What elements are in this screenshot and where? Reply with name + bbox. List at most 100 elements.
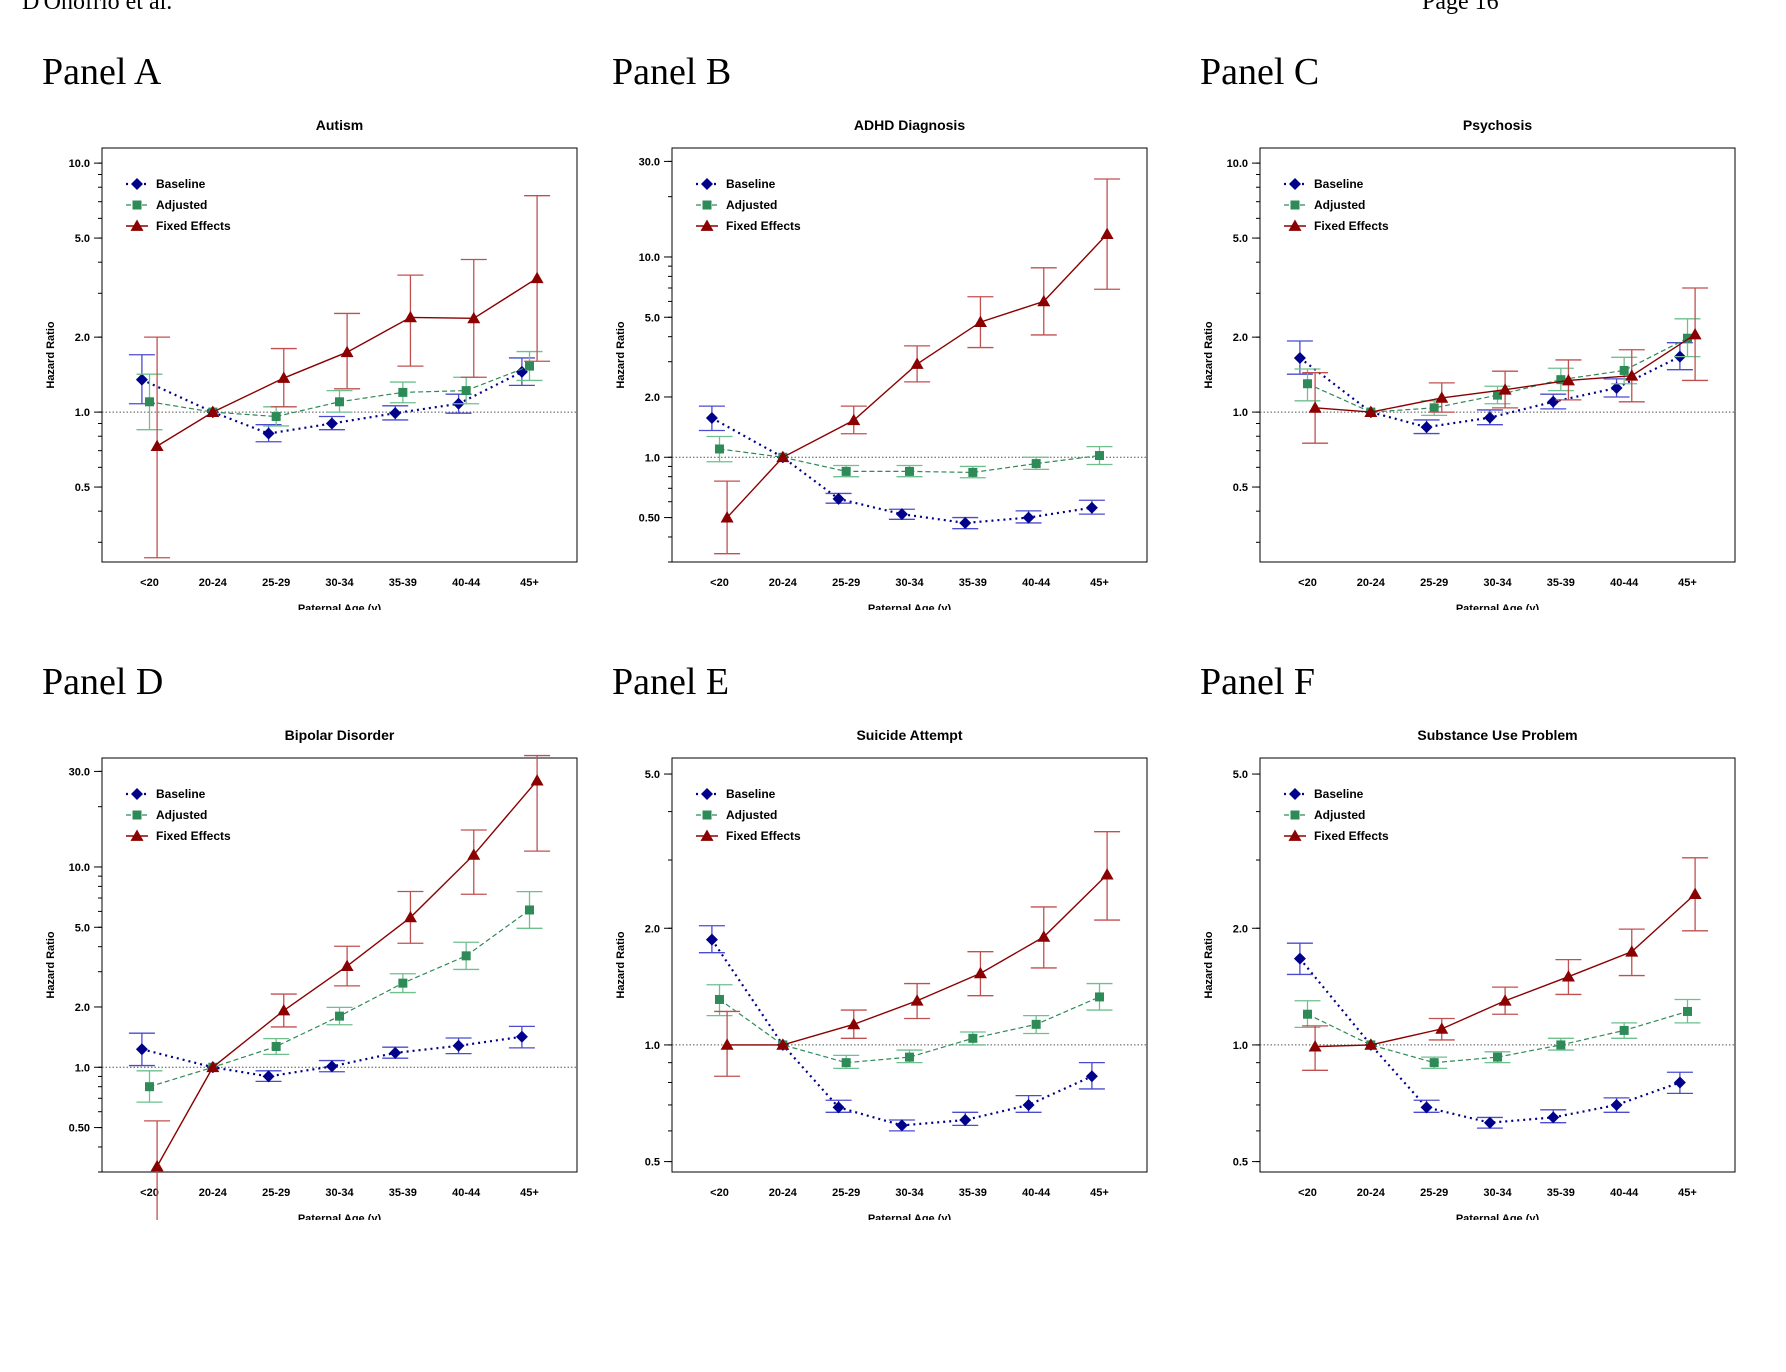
legend-fixed-effects-marker <box>700 219 714 231</box>
x-axis-label: Paternal Age (y) <box>868 603 952 610</box>
x-tick-label: <20 <box>1298 577 1317 589</box>
x-axis-label: Paternal Age (y) <box>298 1213 382 1220</box>
x-tick-label: 35-39 <box>959 1187 987 1199</box>
fixed-effects-point <box>403 310 417 323</box>
baseline-point <box>1673 1076 1686 1089</box>
legend: Baseline Adjusted Fixed Effects <box>1284 787 1389 843</box>
chart-title: ADHD Diagnosis <box>854 117 965 133</box>
adjusted-point <box>461 386 471 396</box>
legend-adjusted-marker <box>702 200 712 210</box>
fixed-effects-point <box>530 774 544 786</box>
legend-adjusted-label: Adjusted <box>1314 198 1365 212</box>
series-adjusted <box>1294 998 1701 1070</box>
adjusted-point <box>715 444 724 454</box>
legend-fixed-effects-label: Fixed Effects <box>726 219 801 233</box>
adjusted-point <box>1683 1006 1692 1016</box>
adjusted-point <box>968 467 978 477</box>
fixed-effects-point <box>776 1038 790 1050</box>
series-fixed-effects <box>1302 287 1709 444</box>
x-tick-label: 20-24 <box>199 1187 228 1199</box>
x-tick-label: 25-29 <box>832 1187 860 1199</box>
x-tick-label: <20 <box>140 577 159 589</box>
adjusted-point <box>1556 1040 1566 1050</box>
panel-label: Panel F <box>1200 661 1316 703</box>
fixed-effects-point <box>1435 391 1449 403</box>
x-tick-label: 35-39 <box>389 577 417 589</box>
y-tick-label: 2.0 <box>645 392 660 404</box>
y-tick-label: 5.0 <box>75 233 90 245</box>
legend-adjusted-label: Adjusted <box>726 198 777 212</box>
plot-frame <box>671 147 1148 563</box>
fixed-effects-point <box>1100 868 1114 880</box>
fixed-effects-point <box>530 271 544 284</box>
legend: Baseline Adjusted Fixed Effects <box>696 787 801 843</box>
y-tick-label: 30.0 <box>69 766 90 778</box>
fixed-effects-point <box>1037 294 1051 307</box>
y-tick-label: 2.0 <box>75 332 90 344</box>
baseline-point <box>325 417 338 430</box>
y-tick-label: 2.0 <box>1233 332 1248 344</box>
y-tick-label: 1.0 <box>75 407 90 419</box>
legend-fixed-effects-label: Fixed Effects <box>156 219 231 233</box>
panel-a: Panel A Autism 0.5 1.0 2.0 5.0 10.0 <20 20-24 25… <box>22 50 602 610</box>
y-tick-label: 2.0 <box>75 1002 90 1014</box>
baseline-point <box>262 1070 275 1083</box>
x-tick-label: 40-44 <box>452 1187 481 1199</box>
legend-adjusted-label: Adjusted <box>156 808 207 822</box>
legend-baseline-label: Baseline <box>1314 177 1364 191</box>
legend-baseline-marker <box>131 788 143 800</box>
baseline-point <box>1547 395 1560 408</box>
adjusted-point <box>1031 1019 1041 1029</box>
chart-psychosis: Psychosis 0.5 1.0 2.0 5.0 10.0 <20 20-24 25-29 30… <box>1203 117 1736 610</box>
adjusted-point <box>1619 365 1629 375</box>
series-fixed-effects <box>144 754 551 1220</box>
legend: Baseline Adjusted Fixed Effects <box>696 177 801 233</box>
panel-e: Panel E Suicide Attempt 0.5 1.0 2.0 5.0 <20 20… <box>592 660 1172 1220</box>
x-tick-label: 20-24 <box>1357 577 1386 589</box>
fixed-effects-point <box>277 371 291 383</box>
series-fixed-effects <box>714 831 1121 1077</box>
adjusted-point <box>145 397 154 407</box>
adjusted-point <box>335 1011 344 1021</box>
legend-fixed-effects-marker <box>1288 219 1302 231</box>
fixed-effects-point <box>720 1038 734 1050</box>
legend-baseline-marker <box>701 178 713 190</box>
legend-baseline-label: Baseline <box>1314 787 1364 801</box>
y-tick-label: 0.5 <box>1233 482 1248 494</box>
y-tick-label: 0.5 <box>75 482 90 494</box>
fixed-effects-point <box>150 1159 164 1172</box>
fixed-effects-point <box>340 959 354 971</box>
baseline-point <box>515 1030 528 1043</box>
baseline-point <box>135 1043 148 1056</box>
chart-title: Psychosis <box>1463 117 1532 133</box>
adjusted-point <box>905 466 914 476</box>
baseline-point <box>895 1119 908 1132</box>
legend-fixed-effects-label: Fixed Effects <box>1314 219 1389 233</box>
adjusted-point <box>398 387 408 397</box>
legend-adjusted-marker <box>1290 200 1300 210</box>
fixed-effects-point <box>847 413 861 426</box>
fixed-effects-point <box>1308 1040 1322 1052</box>
baseline-point <box>262 427 275 440</box>
series-adjusted <box>136 891 543 1103</box>
legend-baseline-label: Baseline <box>726 787 776 801</box>
fixed-effects-point <box>403 910 417 923</box>
fixed-effects-point <box>467 311 481 324</box>
baseline-point <box>959 516 972 529</box>
legend-fixed-effects-marker <box>130 829 144 841</box>
chart-substance-use-problem: Substance Use Problem 0.5 1.0 2.0 5.0 <20 20-2… <box>1203 727 1736 1220</box>
chart-suicide-attempt: Suicide Attempt 0.5 1.0 2.0 5.0 <20 20-24 25-29… <box>615 727 1148 1220</box>
baseline-point <box>1293 351 1306 364</box>
baseline-point <box>1483 411 1496 424</box>
adjusted-point <box>271 412 281 422</box>
y-tick-label: 1.0 <box>645 1040 660 1052</box>
legend-adjusted-marker <box>702 810 712 820</box>
adjusted-point <box>1031 459 1041 469</box>
series-adjusted <box>706 435 1113 479</box>
chart-title: Substance Use Problem <box>1417 727 1577 743</box>
baseline-point <box>325 1060 338 1073</box>
chart-adhd-diagnosis: ADHD Diagnosis 0.50 1.0 2.0 5.0 10.0 30.0 <20 20… <box>615 117 1148 610</box>
x-axis-label: Paternal Age (y) <box>298 603 382 610</box>
fixed-effects-point <box>973 966 987 979</box>
y-tick-label: 2.0 <box>1233 923 1248 935</box>
